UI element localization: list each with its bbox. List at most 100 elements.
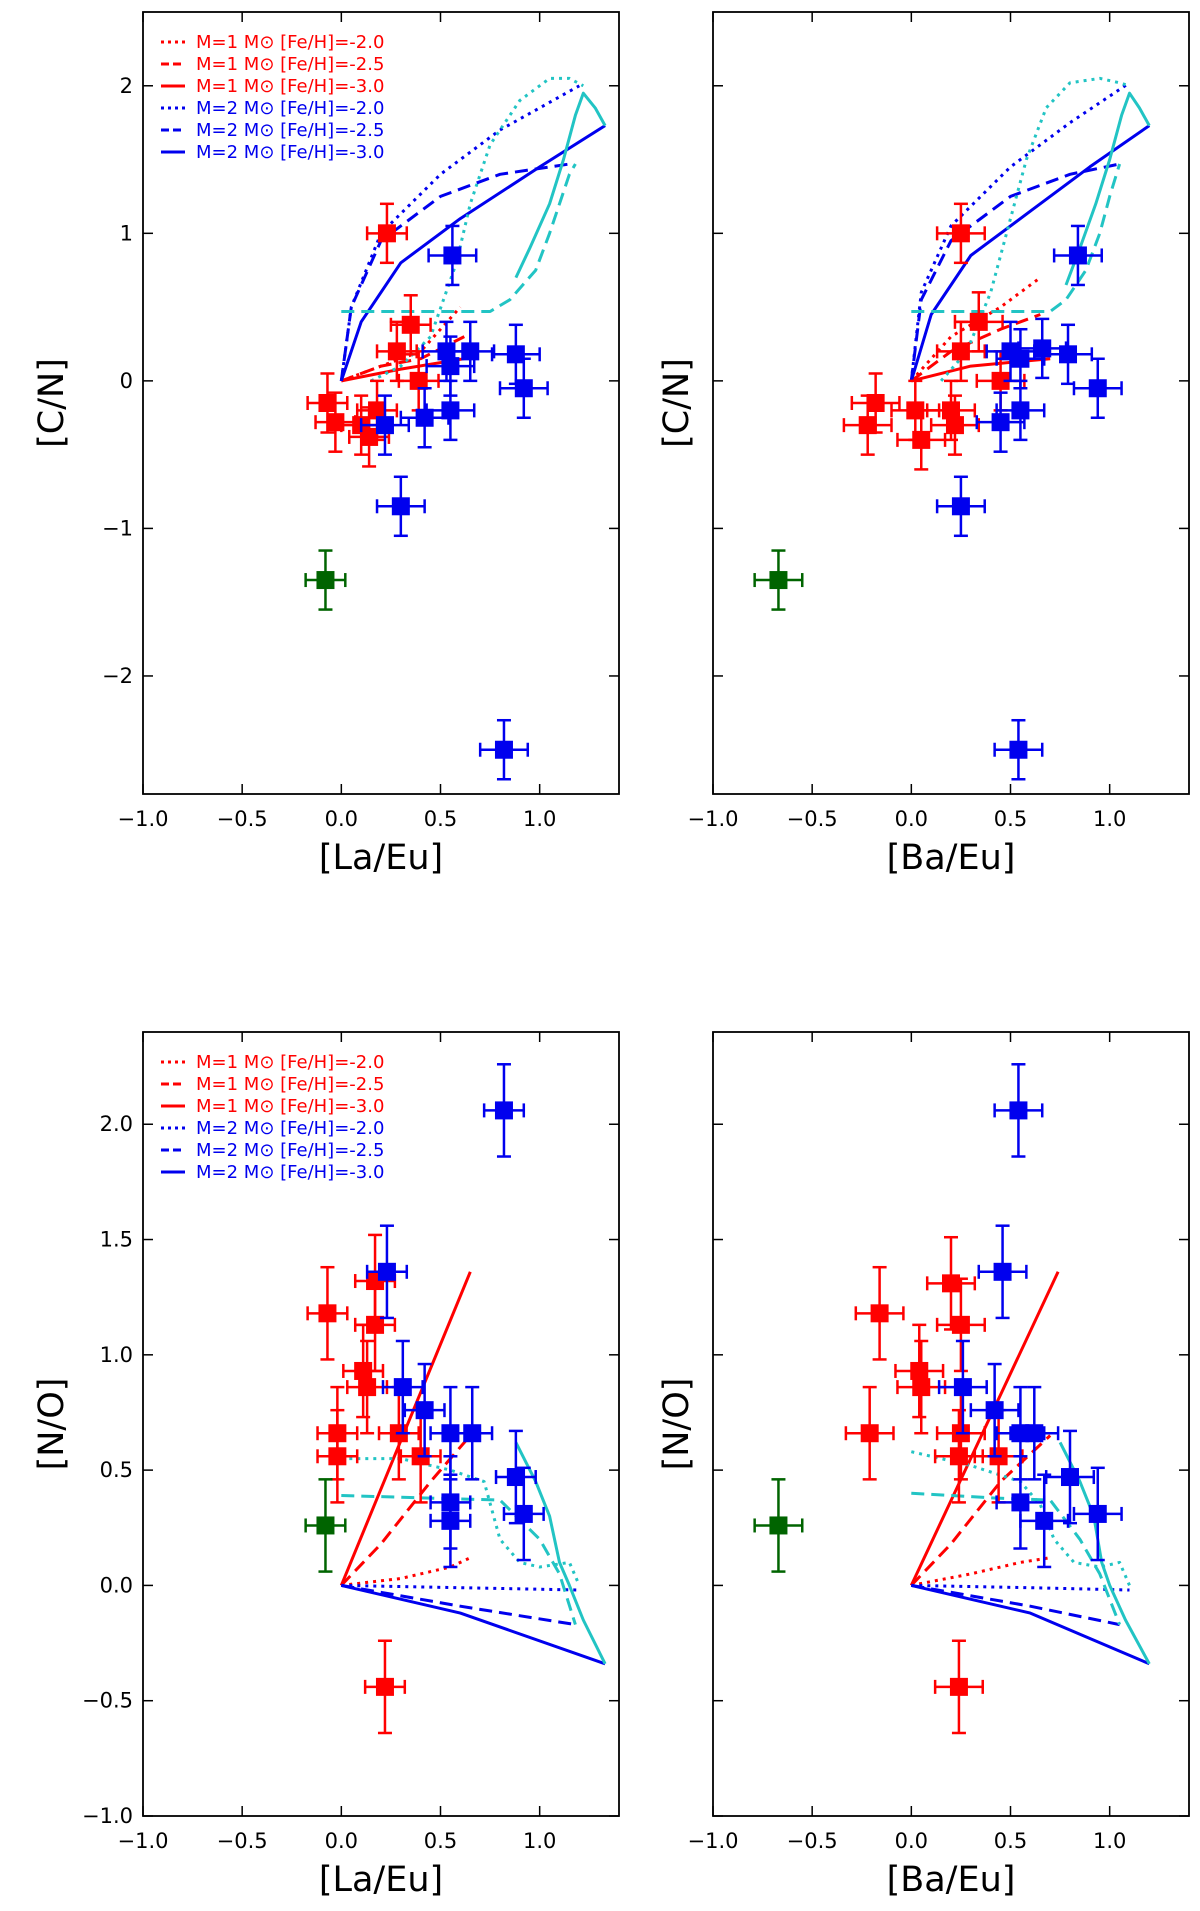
- square-marker: [949, 1447, 968, 1466]
- square-marker: [328, 1447, 347, 1466]
- data-point-blue: [482, 1063, 526, 1158]
- legend-label: M=2 M⊙ [Fe/H]=-2.0: [196, 1118, 384, 1139]
- x-tick-label: 0.5: [424, 807, 457, 831]
- model-line-red-dotted: [340, 306, 462, 383]
- legend-label: M=1 M⊙ [Fe/H]=-3.0: [196, 76, 384, 97]
- data-point-red: [346, 1339, 389, 1435]
- data-point-red: [896, 1339, 947, 1435]
- model-line-blue-dotted: [341, 1583, 580, 1592]
- data-point-blue: [425, 379, 476, 442]
- square-marker: [1009, 1101, 1028, 1120]
- square-marker: [461, 342, 480, 361]
- data-point-blue: [969, 1362, 1020, 1458]
- square-marker: [991, 371, 1010, 390]
- data-point-green: [753, 549, 804, 611]
- legend: M=1 M⊙ [Fe/H]=-2.0M=1 M⊙ [Fe/H]=-2.5M=1 …: [161, 1052, 384, 1183]
- y-tick-label: 1.0: [100, 1343, 133, 1367]
- square-marker: [969, 312, 988, 331]
- data-point-blue: [995, 1455, 1046, 1550]
- model-line-blue-dashed: [909, 162, 1120, 382]
- plot-area: [304, 76, 607, 781]
- data-point-red: [306, 1265, 349, 1361]
- square-marker: [326, 413, 345, 432]
- x-axis-label: [Ba/Eu]: [887, 838, 1016, 878]
- square-marker: [393, 1378, 412, 1397]
- data-point-red: [363, 1639, 407, 1735]
- model-line-red-dotted: [341, 1556, 471, 1587]
- square-marker: [993, 1262, 1012, 1281]
- data-point-blue: [995, 379, 1046, 442]
- data-point-blue: [429, 1473, 472, 1569]
- data-point-green: [753, 1478, 804, 1573]
- data-point-red: [896, 409, 947, 471]
- data-point-blue: [498, 357, 549, 420]
- square-marker: [463, 1424, 482, 1443]
- square-marker: [441, 1424, 460, 1443]
- square-marker: [377, 224, 396, 243]
- y-tick-label: 1.5: [100, 1228, 133, 1252]
- y-tick-label: 0.5: [100, 1458, 133, 1482]
- square-marker: [951, 342, 970, 361]
- square-marker: [870, 1304, 889, 1323]
- y-tick-label: −2: [102, 664, 133, 688]
- data-point-blue: [1042, 323, 1094, 386]
- y-tick-label: 0.0: [100, 1573, 133, 1597]
- y-axis-label: [N/O]: [657, 1378, 697, 1471]
- square-marker: [401, 315, 420, 334]
- x-tick-label: 0.0: [895, 1829, 928, 1853]
- model-line-cyan-dotted: [370, 76, 585, 383]
- x-tick-label: −0.5: [787, 807, 838, 831]
- data-point-blue: [975, 391, 1026, 453]
- x-tick-label: 0.5: [994, 1829, 1027, 1853]
- legend-label: M=2 M⊙ [Fe/H]=-3.0: [196, 142, 384, 163]
- square-marker: [366, 1315, 385, 1334]
- y-axis-label: [C/N]: [657, 358, 697, 448]
- square-marker: [769, 571, 788, 590]
- data-point-blue: [375, 475, 426, 538]
- data-point-green: [304, 549, 347, 611]
- y-tick-label: −0.5: [82, 1689, 133, 1713]
- square-marker: [912, 430, 931, 449]
- x-tick-label: 1.0: [523, 1829, 556, 1853]
- data-point-blue: [1017, 317, 1068, 380]
- legend-label: M=2 M⊙ [Fe/H]=-2.5: [196, 120, 384, 141]
- model-line-red-dashed: [910, 313, 1041, 383]
- square-marker: [985, 1401, 1004, 1420]
- square-marker: [912, 1378, 931, 1397]
- data-point-blue: [381, 1339, 424, 1435]
- square-marker: [441, 1511, 460, 1530]
- data-point-red: [929, 394, 981, 456]
- x-tick-label: 1.0: [1093, 807, 1126, 831]
- legend-label: M=1 M⊙ [Fe/H]=-2.0: [196, 32, 384, 53]
- model-line-blue-solid: [909, 124, 1151, 382]
- plot-area: [304, 1063, 607, 1735]
- data-point-green: [304, 1478, 347, 1573]
- axes-frame: [142, 1031, 620, 1817]
- data-point-blue: [445, 320, 496, 383]
- data-point-blue: [1072, 1466, 1123, 1562]
- square-marker: [953, 1378, 972, 1397]
- panel-bottom-left: −1.0 −0.5 0.0 0.5 1.0 −1.0 −0.5 0.0 0.5 1.0 1.5 2.0…: [32, 1031, 620, 1900]
- square-marker: [951, 224, 970, 243]
- square-marker: [441, 401, 460, 420]
- x-axis-label: [Ba/Eu]: [887, 1860, 1016, 1900]
- data-point-blue: [365, 1224, 409, 1320]
- x-tick-label: −1.0: [688, 807, 739, 831]
- legend-label: M=2 M⊙ [Fe/H]=-2.0: [196, 98, 384, 119]
- panel-bottom-right: −1.0 −0.5 0.0 0.5 1.0 [Ba/Eu] [N/O]: [657, 1031, 1190, 1900]
- data-point-blue: [993, 718, 1044, 781]
- model-line-blue-dashed: [341, 1583, 576, 1627]
- square-marker: [443, 246, 462, 265]
- square-marker: [1009, 740, 1028, 759]
- model-line-cyan-solid: [514, 91, 607, 279]
- square-marker: [368, 401, 387, 420]
- square-marker: [1068, 246, 1087, 265]
- legend-label: M=1 M⊙ [Fe/H]=-3.0: [196, 1096, 384, 1117]
- data-point-blue: [1044, 1429, 1096, 1525]
- square-marker: [441, 357, 460, 376]
- data-point-blue: [478, 718, 530, 781]
- square-marker: [1011, 401, 1030, 420]
- data-point-red: [842, 394, 893, 456]
- data-point-blue: [1072, 357, 1123, 420]
- data-point-blue: [490, 323, 541, 386]
